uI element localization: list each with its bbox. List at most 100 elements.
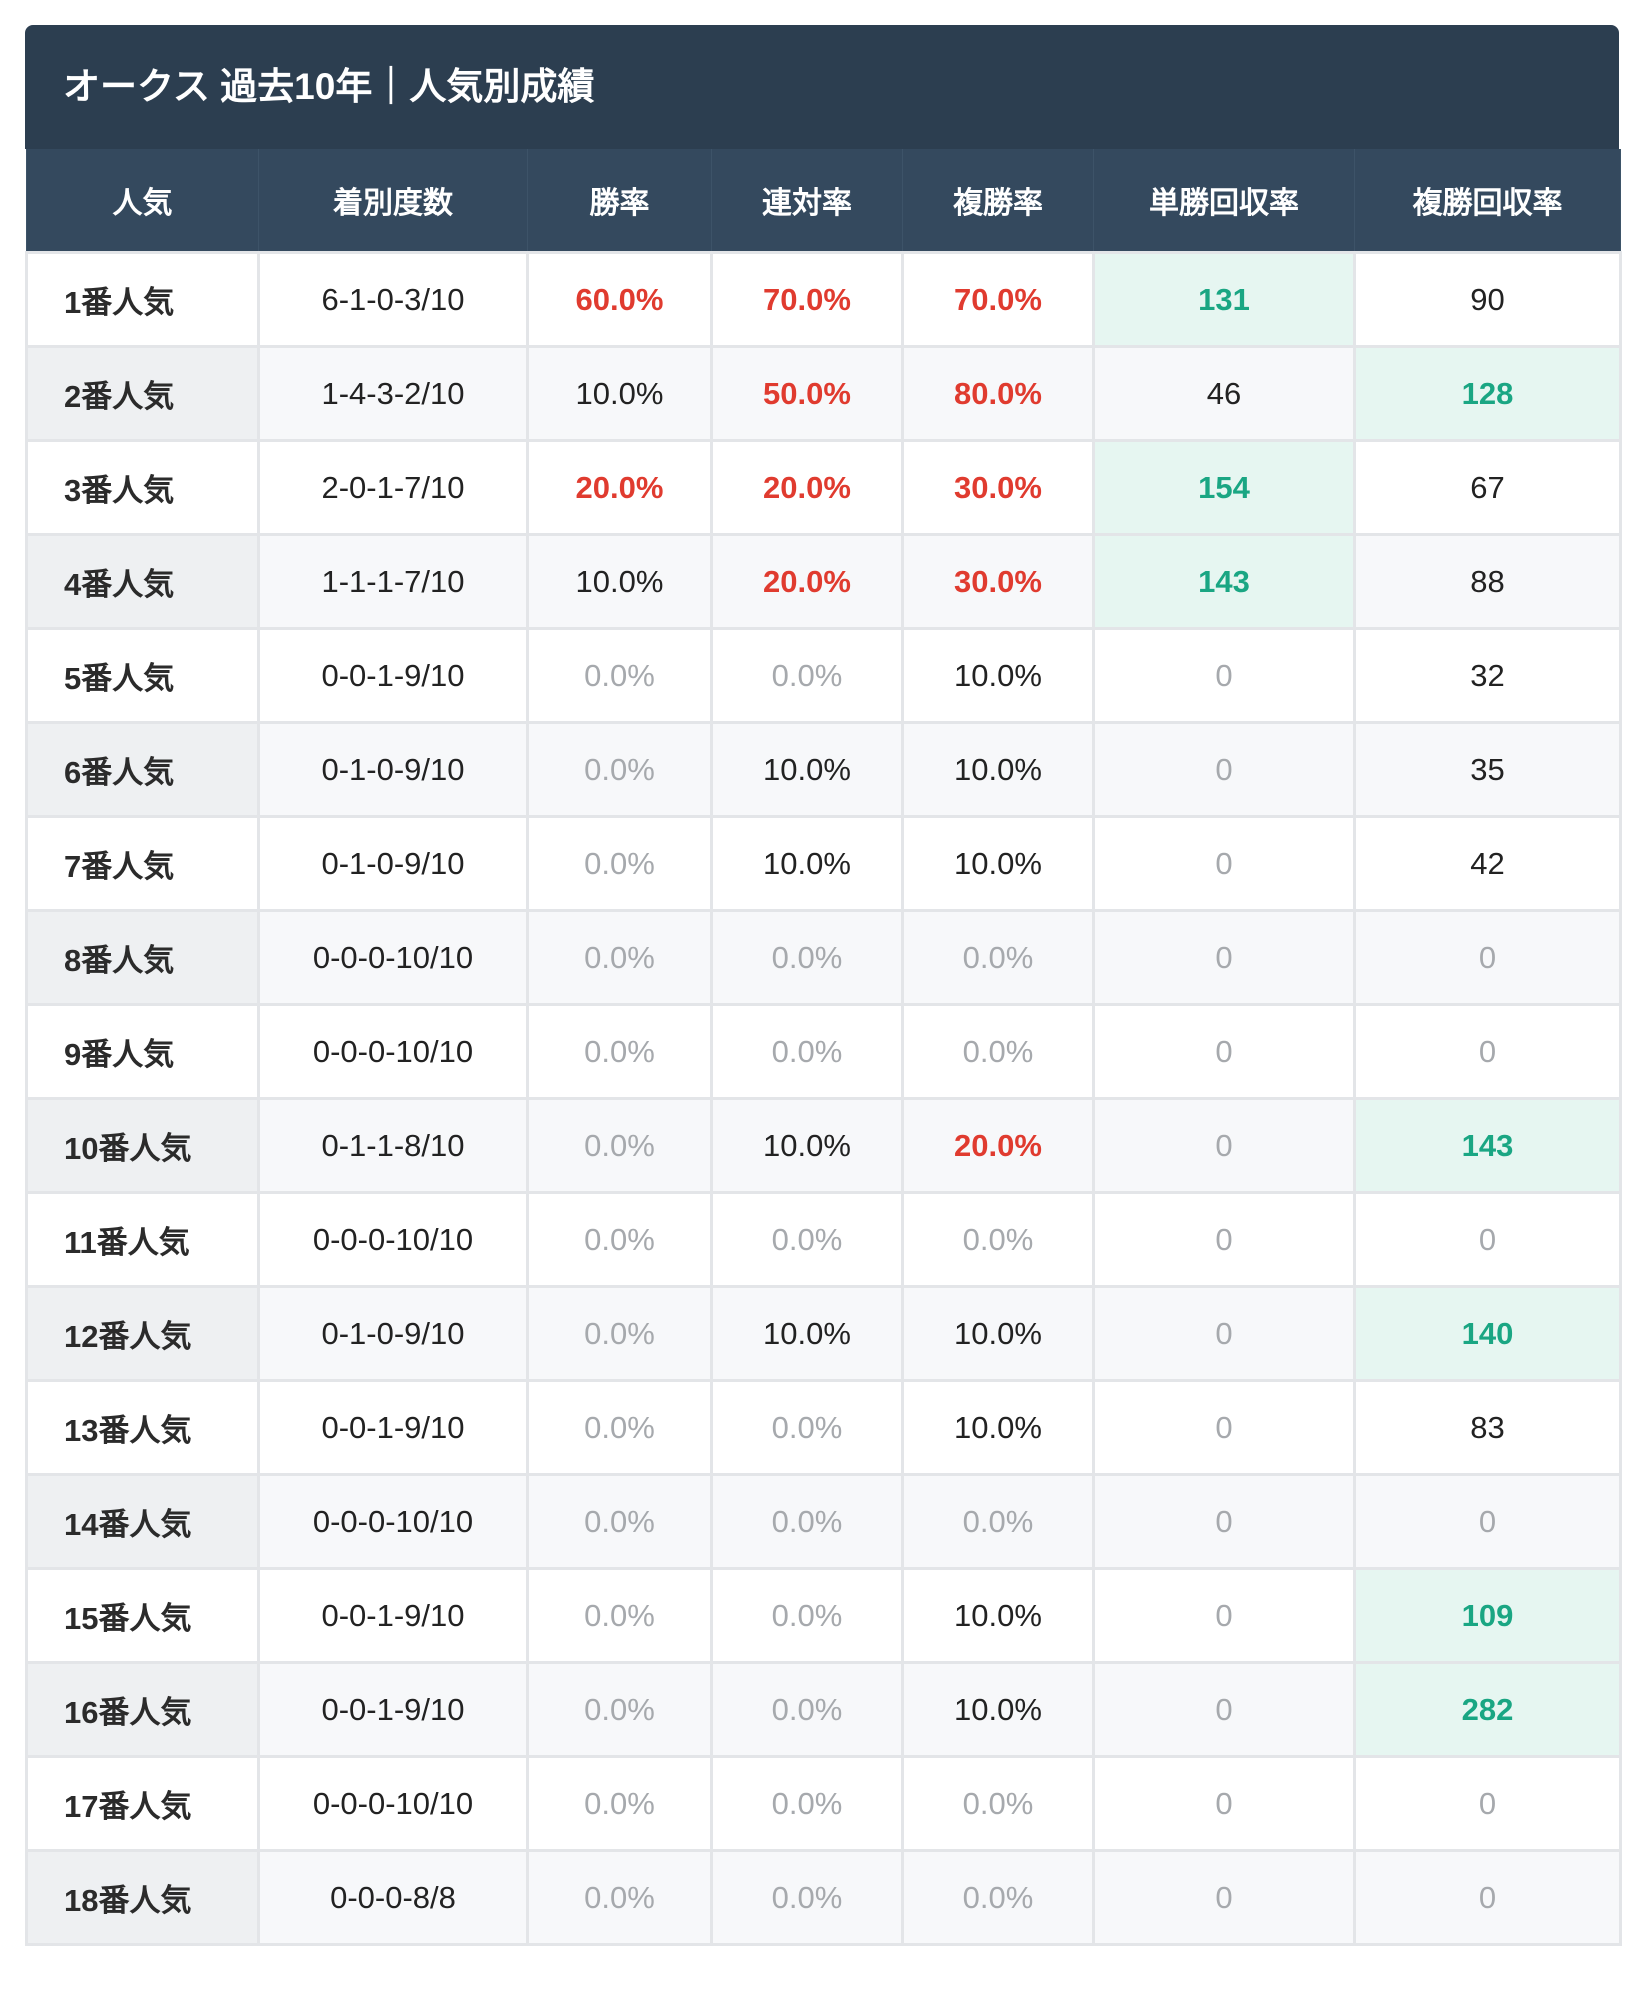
table-cell: 0 (1092, 627, 1356, 724)
column-header: 連対率 (711, 149, 903, 253)
row-header: 1番人気 (25, 251, 260, 348)
table-cell: 0.0% (710, 1473, 904, 1570)
table-cell: 46 (1092, 345, 1356, 442)
row-header: 8番人気 (25, 909, 260, 1006)
table-row: 8番人気 0-0-0-10/10 0.0% 0.0% 0.0% 0 0 (25, 909, 1622, 1006)
table-cell: 0.0% (710, 1191, 904, 1288)
row-header: 5番人気 (25, 627, 260, 724)
table-cell: 30.0% (901, 533, 1095, 630)
column-header: 人気 (26, 149, 259, 253)
table-cell: 0 (1092, 1661, 1356, 1758)
table-cell: 0.0% (710, 1661, 904, 1758)
table-cell: 0 (1092, 1379, 1356, 1476)
table-cell: 30.0% (901, 439, 1095, 536)
table-cell: 0.0% (526, 815, 713, 912)
table-cell: 20.0% (710, 533, 904, 630)
table-cell: 0 (1092, 1097, 1356, 1194)
table-cell: 0 (1092, 815, 1356, 912)
row-header: 4番人気 (25, 533, 260, 630)
table-cell: 0.0% (526, 627, 713, 724)
table-cell: 0-0-1-9/10 (257, 1661, 529, 1758)
table-cell: 143 (1092, 533, 1356, 630)
column-header: 複勝回収率 (1354, 149, 1621, 253)
table-cell: 70.0% (901, 251, 1095, 348)
row-header: 12番人気 (25, 1285, 260, 1382)
table-cell: 0.0% (526, 1379, 713, 1476)
table-row: 15番人気 0-0-1-9/10 0.0% 0.0% 10.0% 0 109 (25, 1567, 1622, 1664)
table-cell: 0-1-0-9/10 (257, 1285, 529, 1382)
table-cell: 10.0% (901, 815, 1095, 912)
table-cell: 143 (1353, 1097, 1622, 1194)
table-cell: 0 (1092, 1285, 1356, 1382)
table-cell: 10.0% (710, 1097, 904, 1194)
table-cell: 0-0-0-10/10 (257, 1003, 529, 1100)
table-cell: 131 (1092, 251, 1356, 348)
table-cell: 10.0% (526, 345, 713, 442)
table-row: 18番人気 0-0-0-8/8 0.0% 0.0% 0.0% 0 0 (25, 1849, 1622, 1946)
table-cell: 282 (1353, 1661, 1622, 1758)
row-header: 10番人気 (25, 1097, 260, 1194)
row-header: 6番人気 (25, 721, 260, 818)
table-cell: 154 (1092, 439, 1356, 536)
table-cell: 0.0% (901, 1191, 1095, 1288)
table-cell: 0-1-0-9/10 (257, 815, 529, 912)
table-cell: 50.0% (710, 345, 904, 442)
header-row: 人気 着別度数 勝率 連対率 複勝率 単勝回収率 複勝回収率 (26, 149, 1621, 253)
column-header: 着別度数 (258, 149, 528, 253)
table-cell: 20.0% (526, 439, 713, 536)
table-cell: 0.0% (710, 909, 904, 1006)
table-cell: 0 (1353, 1003, 1622, 1100)
table-cell: 0.0% (526, 721, 713, 818)
table-card: オークス 過去10年｜人気別成績 人気 着別度数 勝率 連対率 複勝率 単勝回収率 複勝回収… (25, 25, 1622, 1946)
row-header: 3番人気 (25, 439, 260, 536)
table-cell: 0 (1353, 909, 1622, 1006)
table-cell: 10.0% (710, 1285, 904, 1382)
table-cell: 0.0% (526, 1191, 713, 1288)
table-cell: 20.0% (901, 1097, 1095, 1194)
table-row: 2番人気 1-4-3-2/10 10.0% 50.0% 80.0% 46 128 (25, 345, 1622, 442)
table-cell: 0.0% (526, 1849, 713, 1946)
table-cell: 0 (1092, 1755, 1356, 1852)
table-row: 3番人気 2-0-1-7/10 20.0% 20.0% 30.0% 154 67 (25, 439, 1622, 536)
table-cell: 80.0% (901, 345, 1095, 442)
table-cell: 10.0% (526, 533, 713, 630)
table-cell: 1-4-3-2/10 (257, 345, 529, 442)
table-row: 10番人気 0-1-1-8/10 0.0% 10.0% 20.0% 0 143 (25, 1097, 1622, 1194)
table-cell: 0.0% (526, 1755, 713, 1852)
table-row: 11番人気 0-0-0-10/10 0.0% 0.0% 0.0% 0 0 (25, 1191, 1622, 1288)
table-cell: 0-0-0-10/10 (257, 1191, 529, 1288)
table-cell: 90 (1353, 251, 1622, 348)
table-cell: 0.0% (901, 1849, 1095, 1946)
table-cell: 60.0% (526, 251, 713, 348)
table-cell: 32 (1353, 627, 1622, 724)
table-cell: 0 (1092, 1191, 1356, 1288)
table-cell: 0 (1353, 1473, 1622, 1570)
table-row: 9番人気 0-0-0-10/10 0.0% 0.0% 0.0% 0 0 (25, 1003, 1622, 1100)
table-cell: 0 (1092, 909, 1356, 1006)
table-cell: 0-0-0-10/10 (257, 1473, 529, 1570)
table-row: 6番人気 0-1-0-9/10 0.0% 10.0% 10.0% 0 35 (25, 721, 1622, 818)
table-cell: 2-0-1-7/10 (257, 439, 529, 536)
row-header: 17番人気 (25, 1755, 260, 1852)
table-cell: 109 (1353, 1567, 1622, 1664)
table-cell: 128 (1353, 345, 1622, 442)
row-header: 11番人気 (25, 1191, 260, 1288)
table-row: 4番人気 1-1-1-7/10 10.0% 20.0% 30.0% 143 88 (25, 533, 1622, 630)
title: オークス 過去10年｜人気別成績 (25, 25, 1619, 149)
table-cell: 67 (1353, 439, 1622, 536)
table-cell: 0-1-1-8/10 (257, 1097, 529, 1194)
table-cell: 0.0% (526, 1567, 713, 1664)
table-cell: 0.0% (901, 1755, 1095, 1852)
row-header: 18番人気 (25, 1849, 260, 1946)
table-cell: 0.0% (710, 1003, 904, 1100)
row-header: 2番人気 (25, 345, 260, 442)
table-cell: 20.0% (710, 439, 904, 536)
table-cell: 10.0% (901, 627, 1095, 724)
column-header: 複勝率 (902, 149, 1094, 253)
table-cell: 0.0% (526, 1285, 713, 1382)
table-cell: 0.0% (901, 1473, 1095, 1570)
table-cell: 0 (1353, 1191, 1622, 1288)
table-cell: 0 (1092, 1849, 1356, 1946)
row-header: 9番人気 (25, 1003, 260, 1100)
